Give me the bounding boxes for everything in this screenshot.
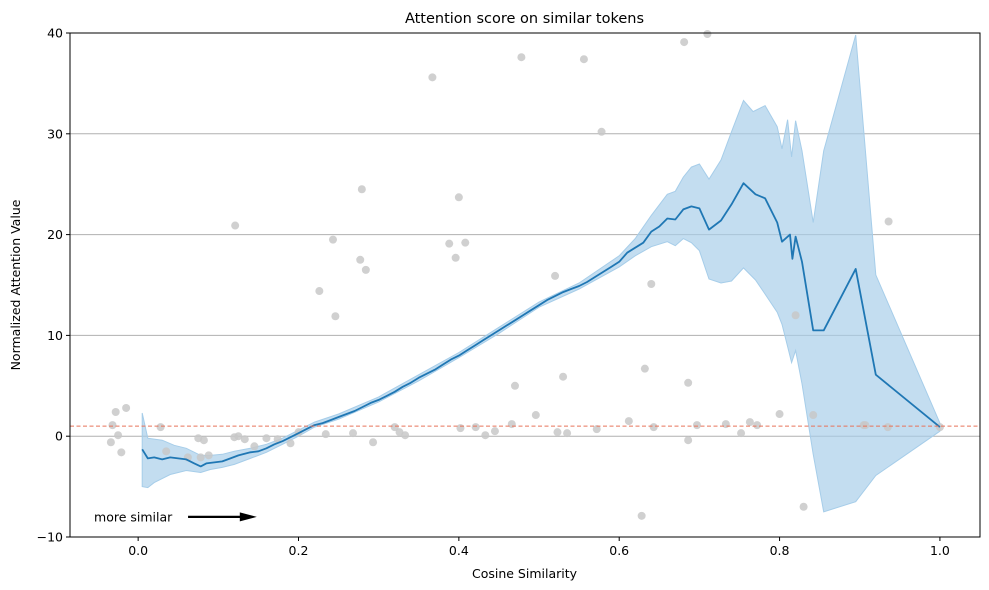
mean-line <box>141 182 941 468</box>
scatter-point-61 <box>684 436 693 445</box>
scatter-point-66 <box>745 418 754 427</box>
scatter-point-40 <box>471 423 480 432</box>
annotation: more similar <box>94 509 257 524</box>
scatter-point-74 <box>883 423 892 432</box>
scatter-point-4 <box>117 448 126 457</box>
scatter-point-16 <box>240 435 249 444</box>
y-tick-label-3: 20 <box>47 227 63 242</box>
scatter-point-46 <box>531 411 540 420</box>
y-tick-label-2: 10 <box>47 328 63 343</box>
scatter-point-25 <box>331 312 340 321</box>
x-axis-ticks: 0.0 0.2 0.4 0.6 0.8 1.0 <box>128 537 950 558</box>
chart-title: Attention score on similar tokens <box>405 11 644 27</box>
scatter-point-0 <box>106 438 115 447</box>
scatter-point-5 <box>122 403 131 412</box>
scatter-point-20 <box>286 439 295 448</box>
scatter-point-47 <box>551 271 560 280</box>
x-tick-label-4: 0.8 <box>770 543 790 558</box>
mean-line-layer <box>141 182 941 468</box>
y-tick-label-4: 30 <box>47 126 63 141</box>
scatter-point-54 <box>624 417 633 426</box>
y-tick-label-1: 0 <box>55 429 63 444</box>
scatter-point-19 <box>273 435 282 444</box>
scatter-point-26 <box>349 429 358 438</box>
scatter-point-43 <box>510 381 519 390</box>
y-axis-ticks: −10 0 10 20 30 40 <box>37 26 70 545</box>
y-tick-label-5: 40 <box>47 26 63 41</box>
scatter-point-59 <box>680 38 689 47</box>
scatter-point-27 <box>356 255 365 264</box>
x-tick-label-1: 0.2 <box>289 543 309 558</box>
scatter-point-55 <box>637 511 646 520</box>
scatter-point-44 <box>507 420 516 429</box>
scatter-point-48 <box>553 428 562 437</box>
scatter-point-57 <box>647 279 656 288</box>
scatter-point-39 <box>461 238 470 247</box>
scatter-point-2 <box>111 408 120 417</box>
scatter-point-29 <box>361 265 370 274</box>
scatter-point-53 <box>597 127 606 136</box>
x-tick-label-2: 0.4 <box>449 543 469 558</box>
scatter-point-7 <box>162 447 171 456</box>
scatter-point-70 <box>799 502 808 511</box>
scatter-point-69 <box>791 311 800 320</box>
scatter-point-62 <box>692 421 701 430</box>
annotation-label: more similar <box>94 509 173 524</box>
scatter-point-22 <box>315 287 324 296</box>
scatter-point-37 <box>454 193 463 202</box>
confidence-band <box>141 34 941 513</box>
scatter-point-17 <box>250 442 259 451</box>
x-tick-label-3: 0.6 <box>609 543 629 558</box>
scatter-point-45 <box>517 53 526 62</box>
scatter-point-68 <box>775 410 784 419</box>
confidence-band-layer <box>141 34 941 513</box>
scatter-point-12 <box>204 451 213 460</box>
scatter-point-14 <box>231 221 240 230</box>
scatter-point-71 <box>809 411 818 420</box>
scatter-point-64 <box>721 420 730 429</box>
scatter-point-35 <box>445 239 454 248</box>
scatter-point-50 <box>563 429 572 438</box>
scatter-point-11 <box>199 436 208 445</box>
y-tick-label-0: −10 <box>37 530 63 545</box>
scatter-point-34 <box>428 73 437 82</box>
scatter-point-51 <box>579 55 588 64</box>
annotation-arrow-head <box>239 512 257 522</box>
scatter-point-1 <box>108 421 117 430</box>
scatter-point-67 <box>753 421 762 430</box>
scatter-point-33 <box>401 431 410 440</box>
scatter-point-31 <box>390 423 399 432</box>
scatter-point-65 <box>737 429 746 438</box>
scatter-point-24 <box>328 235 337 244</box>
scatter-point-60 <box>684 378 693 387</box>
scatter-point-38 <box>456 424 465 433</box>
scatter-point-52 <box>592 425 601 434</box>
scatter-point-3 <box>114 431 123 440</box>
scatter-point-6 <box>156 423 165 432</box>
scatter-point-18 <box>262 434 271 443</box>
scatter-point-49 <box>559 372 568 381</box>
scatter-point-73 <box>861 421 870 430</box>
scatter-point-58 <box>649 423 658 432</box>
x-tick-label-5: 1.0 <box>930 543 950 558</box>
scatter-point-36 <box>451 253 460 262</box>
x-tick-label-0: 0.0 <box>128 543 148 558</box>
scatter-point-28 <box>357 185 366 194</box>
scatter-point-15 <box>234 432 243 441</box>
scatter-point-42 <box>490 427 499 436</box>
x-axis-label: Cosine Similarity <box>472 566 578 581</box>
scatter-point-75 <box>884 217 893 226</box>
y-axis-label: Normalized Attention Value <box>8 199 23 370</box>
scatter-point-10 <box>196 453 205 462</box>
scatter-point-41 <box>481 431 490 440</box>
scatter-point-63 <box>703 30 712 39</box>
plot-frame <box>69 32 981 538</box>
scatter-point-30 <box>369 438 378 447</box>
scatter-point-23 <box>321 430 330 439</box>
scatter-point-56 <box>640 364 649 373</box>
